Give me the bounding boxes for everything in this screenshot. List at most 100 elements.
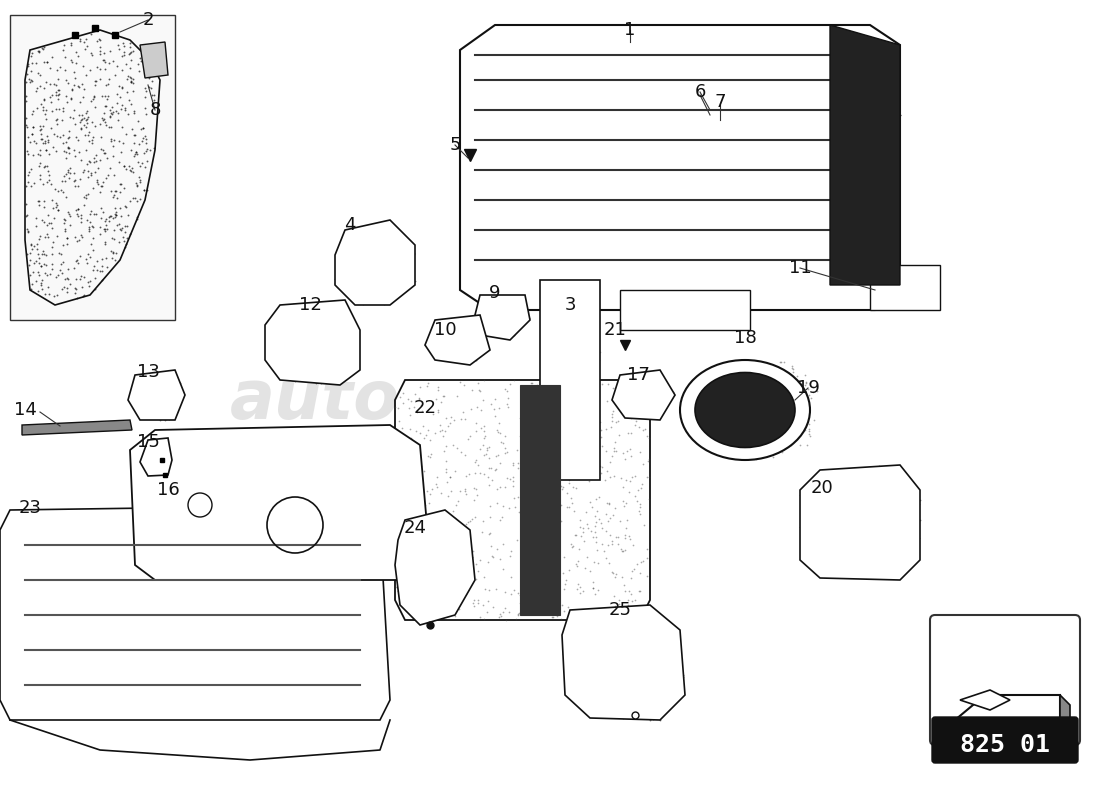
Point [892, 539, 910, 552]
Point [583, 222, 601, 234]
Point [175, 444, 192, 457]
Point [516, 312, 534, 325]
Point [162, 387, 179, 400]
Point [617, 474, 635, 486]
Point [287, 349, 305, 362]
Point [587, 138, 605, 151]
Point [592, 423, 609, 436]
Point [542, 270, 560, 283]
Point [849, 262, 867, 275]
Point [836, 482, 854, 494]
Point [343, 567, 361, 580]
Point [625, 682, 642, 694]
Point [801, 422, 818, 435]
Point [641, 161, 659, 174]
Point [387, 288, 405, 301]
Point [637, 676, 654, 689]
Point [603, 145, 620, 158]
Point [414, 516, 431, 529]
Point [631, 555, 649, 568]
Point [789, 213, 806, 226]
Point [584, 174, 602, 186]
Point [626, 418, 644, 431]
Ellipse shape [695, 373, 795, 447]
Point [444, 438, 462, 451]
Point [780, 205, 798, 218]
Point [373, 246, 390, 258]
Point [644, 138, 661, 150]
Point [114, 230, 132, 243]
Point [802, 205, 820, 218]
Point [111, 223, 129, 236]
Point [405, 560, 422, 573]
Point [131, 51, 149, 64]
Point [657, 282, 674, 294]
Point [141, 408, 158, 421]
Point [675, 161, 693, 174]
Point [398, 593, 416, 606]
Point [814, 254, 832, 266]
Point [714, 233, 732, 246]
Point [847, 197, 865, 210]
Point [628, 494, 646, 507]
Point [666, 188, 683, 201]
Point [821, 284, 838, 297]
Point [534, 462, 551, 474]
Point [846, 272, 864, 285]
Point [20, 225, 37, 238]
Point [554, 222, 572, 235]
Point [632, 395, 650, 408]
Point [748, 218, 766, 230]
Point [429, 585, 447, 598]
Point [30, 46, 47, 58]
Point [703, 183, 720, 196]
Point [833, 190, 850, 203]
Point [455, 566, 473, 579]
Point [490, 236, 507, 249]
Point [258, 320, 276, 333]
Point [279, 430, 297, 443]
Point [558, 382, 575, 394]
Point [830, 263, 848, 276]
Point [458, 334, 475, 347]
Point [728, 171, 746, 184]
Point [433, 390, 451, 402]
Point [499, 122, 517, 134]
Point [730, 414, 748, 427]
Point [407, 562, 425, 574]
Point [691, 215, 708, 228]
Point [33, 214, 51, 226]
Point [861, 229, 879, 242]
Point [537, 414, 554, 427]
Point [530, 134, 548, 147]
Point [838, 559, 856, 572]
Point [465, 494, 483, 506]
Point [409, 590, 427, 603]
Point [861, 250, 879, 263]
Point [365, 282, 383, 295]
Point [63, 93, 80, 106]
Point [317, 537, 334, 550]
Point [256, 541, 274, 554]
Point [586, 342, 604, 355]
Point [134, 122, 152, 134]
Point [273, 493, 290, 506]
Point [86, 155, 103, 168]
Point [206, 526, 223, 539]
Point [872, 153, 890, 166]
Point [378, 234, 396, 247]
Point [793, 241, 811, 254]
Point [855, 260, 872, 273]
Point [35, 258, 53, 270]
Point [785, 200, 803, 213]
Point [596, 474, 614, 486]
Point [458, 470, 475, 482]
Polygon shape [800, 465, 920, 580]
Point [271, 334, 288, 346]
Point [318, 432, 336, 445]
Point [521, 399, 539, 412]
Point [190, 565, 208, 578]
Point [22, 254, 40, 266]
Point [576, 674, 594, 686]
Point [610, 147, 628, 160]
